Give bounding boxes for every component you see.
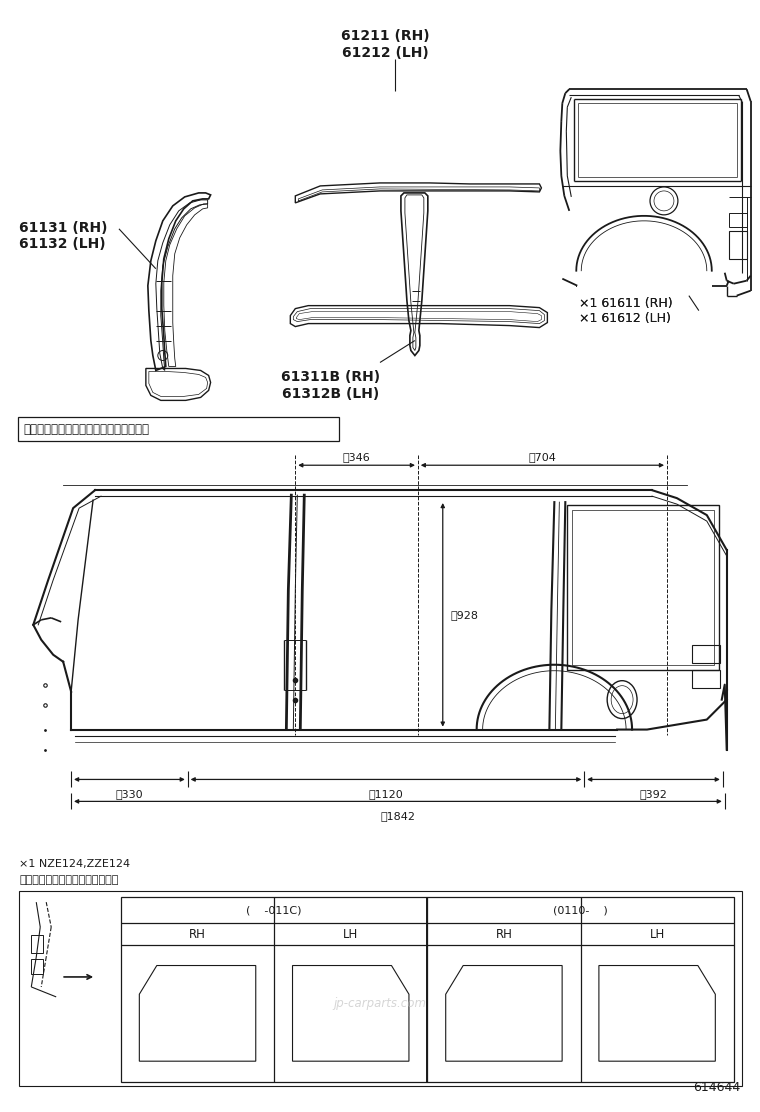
Bar [19,891,742,1085]
Bar [729,231,746,259]
Bar [692,669,720,687]
Bar [31,935,43,953]
Text: 絀704: 絀704 [528,453,556,463]
Text: 61131 (RH)
61132 (LH): 61131 (RH) 61132 (LH) [19,221,108,251]
Text: (    -011C): ( -011C) [246,905,302,915]
Text: 614644: 614644 [693,1081,741,1094]
Text: ×1 61611 (RH)
×1 61612 (LH): ×1 61611 (RH) ×1 61612 (LH) [579,297,673,325]
Text: 絀392: 絀392 [639,790,667,800]
Text: 61211 (RH)
61212 (LH): 61211 (RH) 61212 (LH) [340,29,429,60]
Bar [567,505,719,669]
Bar [729,212,746,227]
Text: LH: LH [650,927,665,941]
Text: ×1 61611 (RH)
×1 61612 (LH): ×1 61611 (RH) ×1 61612 (LH) [579,297,673,325]
Text: クオータパネル内側のライニング: クオータパネル内側のライニング [19,875,119,885]
Text: (0110-    ): (0110- ) [553,905,608,915]
Text: 補給用サイドアウタパネルのカット位置: 補給用サイドアウタパネルのカット位置 [24,423,149,436]
Text: 絀346: 絀346 [342,453,370,463]
Text: 絀1842: 絀1842 [381,812,416,822]
Text: 絀330: 絀330 [115,790,143,800]
Bar [121,897,733,1082]
Text: 絀928: 絀928 [451,609,479,619]
Bar [31,959,43,974]
Text: ×1 NZE124,ZZE124: ×1 NZE124,ZZE124 [19,860,131,870]
Text: jp-carparts.com: jp-carparts.com [334,997,426,1011]
Text: RH: RH [189,927,206,941]
Text: 61311B (RH)
61312B (LH): 61311B (RH) 61312B (LH) [280,370,380,400]
Bar [692,645,720,663]
Text: RH: RH [496,927,512,941]
Text: LH: LH [343,927,359,941]
Text: 絀1120: 絀1120 [369,790,404,800]
Bar [572,510,714,665]
